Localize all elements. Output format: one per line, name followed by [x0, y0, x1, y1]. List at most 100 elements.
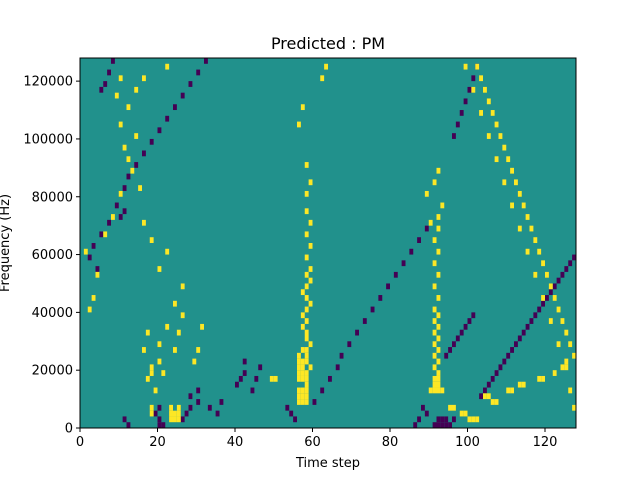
heatmap-cell-high	[432, 237, 437, 243]
heatmap-cell-low	[347, 341, 352, 348]
heatmap-cell-high	[463, 410, 468, 417]
heatmap-cell-low	[184, 410, 189, 417]
heatmap-cell-low	[370, 306, 375, 313]
heatmap-cell-low	[490, 375, 495, 382]
heatmap-cell-low	[568, 260, 573, 267]
heatmap-cell-low	[180, 416, 185, 423]
heatmap-cell-low	[157, 416, 162, 423]
heatmap-cell-high	[297, 375, 301, 382]
heatmap-cell-low	[452, 341, 456, 348]
heatmap-cell-high	[130, 167, 135, 174]
heatmap-cell-low	[242, 370, 247, 376]
heatmap-cell-high	[308, 300, 313, 307]
heatmap-cell-high	[436, 214, 441, 220]
heatmap-cell-high	[122, 144, 127, 151]
heatmap-cell-high	[486, 393, 491, 400]
heatmap-cell-high	[304, 329, 309, 336]
heatmap-cell-low	[417, 416, 421, 423]
heatmap-cell-low	[235, 381, 239, 388]
heatmap-cell-high	[87, 306, 92, 313]
heatmap-cell-high	[165, 248, 170, 255]
heatmap-cell-high	[161, 370, 166, 376]
heatmap-cell-high	[432, 283, 437, 290]
heatmap-cell-high	[297, 393, 301, 400]
heatmap-cell-high	[541, 260, 545, 267]
heatmap-cell-high	[176, 404, 181, 411]
heatmap-cell-low	[413, 422, 418, 428]
heatmap-cell-high	[320, 75, 325, 82]
heatmap-cell-high	[483, 86, 487, 93]
heatmap-cell-high	[432, 352, 437, 359]
heatmap-cell-low	[386, 283, 390, 290]
heatmap-cell-high	[452, 404, 456, 411]
y-tick-label: 40000	[32, 306, 73, 321]
heatmap-cell-high	[324, 63, 328, 70]
heatmap-cell-high	[533, 237, 538, 243]
heatmap-cell-high	[308, 341, 313, 348]
heatmap-cell-high	[297, 352, 301, 359]
heatmap-cell-low	[510, 347, 514, 353]
heatmap-cell-high	[486, 133, 491, 139]
heatmap-cell-high	[142, 75, 146, 82]
heatmap-cell-low	[157, 404, 162, 411]
x-tick-label: 20	[149, 435, 166, 450]
heatmap-cell-high	[552, 370, 557, 376]
heatmap-cell-high	[304, 208, 309, 215]
heatmap-cell-high	[428, 219, 433, 226]
heatmap-cell-low	[188, 81, 193, 87]
plot-frame	[79, 57, 577, 429]
heatmap-cell-low	[122, 208, 127, 215]
heatmap-cell-low	[293, 416, 297, 423]
heatmap-cell-low	[486, 381, 491, 388]
heatmap-cell-high	[300, 312, 305, 319]
heatmap-cell-high	[494, 399, 499, 405]
heatmap-cell-high	[269, 375, 274, 382]
heatmap-cell-high	[463, 63, 468, 70]
heatmap-cell-high	[525, 214, 530, 220]
heatmap-cell-high	[432, 341, 437, 348]
heatmap-cell-high	[568, 387, 573, 394]
heatmap-cell-low	[444, 416, 449, 423]
heatmap-cell-high	[304, 347, 309, 353]
heatmap-cell-low	[545, 295, 549, 301]
heatmap-cell-high	[436, 347, 441, 353]
heatmap-cell-low	[196, 387, 201, 394]
heatmap-cell-high	[304, 381, 309, 388]
heatmap-cell-high	[548, 283, 553, 290]
heatmap-cell-high	[126, 156, 131, 163]
heatmap-cell-high	[517, 381, 522, 388]
heatmap-cell-high	[483, 393, 487, 400]
heatmap-cell-low	[87, 254, 92, 261]
heatmap-cell-high	[176, 410, 181, 417]
heatmap-cell-high	[118, 121, 123, 128]
heatmap-cell-low	[122, 185, 127, 191]
heatmap-cell-high	[297, 364, 301, 371]
heatmap-cell-low	[99, 231, 104, 238]
heatmap-cell-high	[297, 387, 301, 394]
heatmap-cell-low	[126, 173, 131, 180]
heatmap-cell-high	[300, 364, 305, 371]
heatmap-cell-high	[149, 364, 154, 371]
heatmap-cell-low	[328, 375, 332, 382]
heatmap-cell-low	[409, 248, 414, 255]
heatmap-cell-high	[537, 375, 542, 382]
heatmap-cell-high	[510, 167, 514, 174]
heatmap-cell-high	[490, 399, 495, 405]
heatmap-cell-high	[436, 323, 441, 330]
heatmap-cell-low	[335, 364, 340, 371]
y-tick-label: 0	[65, 422, 73, 437]
heatmap-cell-high	[176, 329, 181, 336]
heatmap-cell-high	[308, 179, 313, 186]
heatmap-cell-high	[517, 190, 522, 197]
heatmap-cell-low	[99, 86, 104, 93]
heatmap-cell-high	[297, 121, 301, 128]
heatmap-cell-high	[564, 329, 569, 336]
heatmap-cell-low	[424, 410, 429, 417]
heatmap-cell-low	[114, 202, 119, 209]
heatmap-cell-low	[448, 347, 452, 353]
heatmap-cell-low	[560, 271, 565, 278]
heatmap-cell-high	[494, 156, 499, 163]
heatmap-cell-high	[304, 295, 309, 301]
chart-title: Predicted : PM	[271, 34, 385, 53]
heatmap-cell-high	[424, 190, 429, 197]
